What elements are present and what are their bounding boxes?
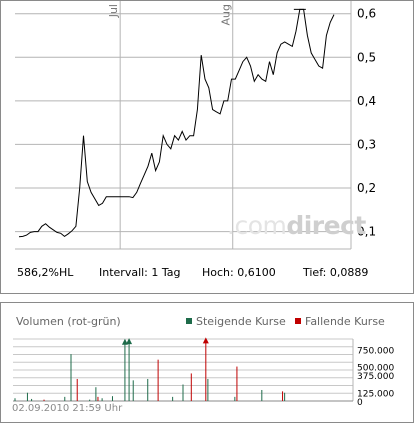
price-ytick-label: 0,3 — [357, 137, 376, 151]
price-ytick-label: 0,1 — [357, 225, 376, 239]
price-chart-panel: 0,1 0,2 0,3 0,4 0,5 0,6 Jul Aug .comdirect 586,… — [0, 0, 414, 294]
price-chart: 0,1 0,2 0,3 0,4 0,5 0,6 Jul Aug — [15, 1, 376, 250]
volume-ytick-label: 500.000 — [357, 364, 394, 374]
volume-overflow-arrow — [126, 338, 133, 345]
performance-stat: 586,2%HL — [17, 266, 74, 279]
price-ytick-label: 0,5 — [357, 50, 376, 64]
volume-overflow-arrow — [202, 337, 209, 344]
volume-ytick-label: 0 — [357, 398, 363, 408]
legend-rising: Steigende Kurse — [186, 315, 286, 328]
legend-falling: Fallende Kurse — [295, 315, 385, 328]
timestamp: 02.09.2010 21:59 Uhr — [12, 403, 123, 414]
price-month-label: Jul — [107, 4, 120, 18]
price-ytick-label: 0,6 — [357, 7, 376, 21]
volume-chart-panel: 750.000 500.000 375.000 125.000 0 — [0, 302, 414, 423]
volume-ytick-label: 750.000 — [357, 346, 394, 356]
volume-title: Volumen (rot-grün) — [16, 315, 121, 328]
price-ytick-label: 0,2 — [357, 181, 376, 195]
price-ytick-label: 0,4 — [357, 94, 376, 108]
price-month-label: Aug — [220, 4, 233, 25]
watermark-logo: .comdirect — [227, 211, 366, 240]
volume-ytick-label: 125.000 — [357, 389, 394, 399]
legend-rising-swatch — [186, 318, 192, 324]
price-series-line — [18, 8, 335, 238]
volume-overflow-arrow — [121, 338, 128, 345]
low-stat: Tief: 0,0889 — [303, 266, 369, 279]
legend-falling-swatch — [295, 318, 301, 324]
high-stat: Hoch: 0,6100 — [202, 266, 276, 279]
interval-stat: Intervall: 1 Tag — [99, 266, 181, 279]
volume-ytick-label: 375.000 — [357, 372, 394, 382]
